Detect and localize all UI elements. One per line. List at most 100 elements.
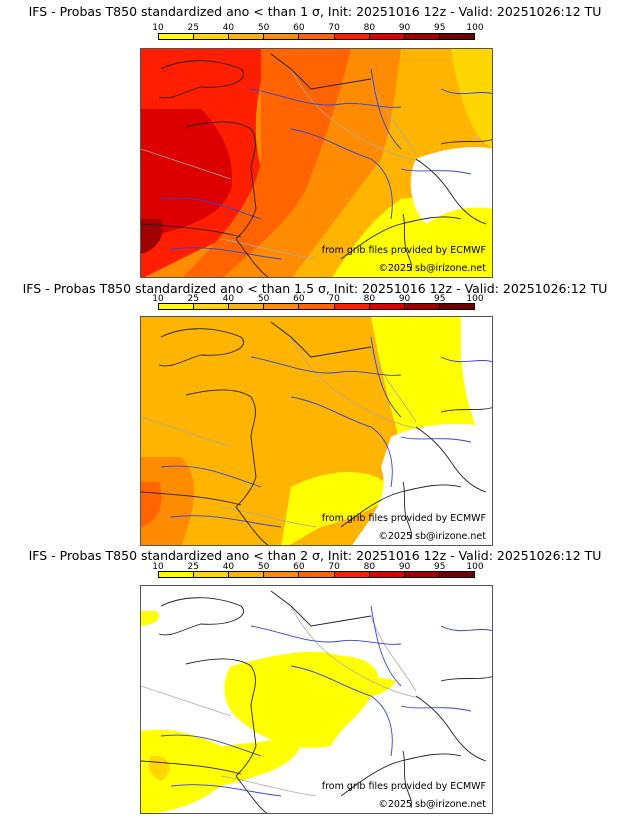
- colorbar-tick-label: 95: [434, 23, 446, 33]
- river-line: [440, 625, 492, 632]
- coastline: [141, 760, 242, 775]
- colorbar-tick-label: 50: [257, 294, 270, 304]
- coastline: [440, 407, 492, 413]
- field-region: [141, 219, 163, 254]
- river-line: [290, 396, 393, 488]
- colorbar-tick-label: 50: [257, 23, 270, 33]
- colorbar-segment: [334, 304, 370, 309]
- map-panel-2: from grib files provided by ECMWF ©2025 …: [140, 316, 493, 546]
- river-line: [170, 247, 282, 260]
- colorbar-tick-label: 100: [466, 562, 484, 572]
- coastline: [158, 328, 244, 367]
- colorbar-tick-label: 90: [398, 294, 411, 304]
- colorbar-segment: [439, 572, 474, 577]
- river-line: [250, 88, 402, 108]
- colorbar-ticks-1: 10 25 40 50 60 70 80 90 95 100: [152, 23, 483, 33]
- map-panel-1: from grib files provided by ECMWF ©2025 …: [140, 48, 493, 278]
- river-line: [400, 436, 472, 443]
- coastline: [402, 750, 412, 809]
- coastline: [415, 158, 487, 225]
- border-line: [141, 416, 232, 448]
- coastline: [402, 481, 412, 540]
- border-line: [290, 68, 422, 162]
- colorbar-3: [158, 571, 475, 578]
- river-line: [290, 665, 393, 757]
- colorbar-segment: [369, 34, 405, 39]
- map-title-3: IFS - Probas T850 standardized ano < tha…: [28, 548, 602, 563]
- field-region: [182, 49, 351, 277]
- coastline: [235, 506, 269, 545]
- colorbar-segment: [299, 572, 335, 577]
- colorbar-tick-label: 25: [187, 562, 199, 572]
- field-region: [141, 457, 195, 545]
- colorbar-tick-label: 70: [328, 23, 340, 33]
- river-line: [250, 625, 402, 645]
- coastline: [270, 590, 372, 627]
- coastline: [235, 238, 269, 277]
- colorbar-segment: [404, 572, 440, 577]
- colorbar-tick-label: 100: [466, 294, 484, 304]
- colorbar-segment: [159, 34, 195, 39]
- river-line: [370, 68, 402, 150]
- colorbar-tick-label: 90: [398, 562, 411, 572]
- coastline: [235, 775, 268, 813]
- colorbar-segment: [229, 304, 265, 309]
- coastline: [185, 658, 257, 777]
- colorbar-segment: [404, 34, 440, 39]
- coastline: [185, 121, 257, 240]
- colorbar-segment: [299, 304, 335, 309]
- river-line: [440, 88, 492, 95]
- field-region: [281, 472, 391, 545]
- field-region: [332, 196, 492, 277]
- river-line: [400, 705, 472, 712]
- river-line: [160, 197, 262, 220]
- colorbar-segment: [194, 572, 230, 577]
- border-line: [290, 605, 422, 699]
- border-line: [220, 775, 317, 797]
- colorbar-1: [158, 33, 475, 40]
- colorbar-tick-label: 40: [222, 294, 235, 304]
- coastline: [340, 484, 462, 528]
- coastline: [402, 213, 412, 272]
- colorbar-tick-label: 25: [187, 23, 199, 33]
- field-region: [451, 49, 492, 149]
- colorbar-tick-label: 10: [152, 23, 164, 33]
- map-title-1: IFS - Probas T850 standardized ano < tha…: [28, 4, 602, 19]
- field-region: [141, 611, 160, 626]
- border-line: [220, 238, 317, 260]
- colorbar-segment: [369, 304, 405, 309]
- river-line: [290, 128, 393, 220]
- river-line: [370, 336, 402, 418]
- probability-map-2: [141, 317, 492, 545]
- river-line: [160, 734, 262, 757]
- colorbar-segment: [439, 304, 474, 309]
- colorbar-segment: [369, 572, 405, 577]
- colorbar-tick-label: 60: [293, 23, 305, 33]
- no-data-region: [461, 317, 492, 446]
- colorbar-ticks-2: 10 25 40 50 60 70 80 90 95 100: [152, 294, 483, 304]
- river-line: [370, 605, 402, 687]
- colorbar-2: [158, 303, 475, 310]
- coastline: [415, 695, 487, 762]
- map-panel-3: from grib files provided by ECMWF ©2025 …: [140, 585, 493, 814]
- colorbar-segment: [264, 304, 300, 309]
- colorbar-tick-label: 95: [434, 294, 446, 304]
- coastline: [270, 53, 372, 90]
- colorbar-tick-label: 25: [187, 294, 199, 304]
- copyright-credit: ©2025 sb@irizone.net: [378, 531, 486, 542]
- colorbar-tick-label: 80: [363, 562, 376, 572]
- no-data-region: [352, 424, 492, 545]
- field-region: [141, 109, 232, 239]
- colorbar-segment: [194, 34, 230, 39]
- coastline: [270, 321, 372, 358]
- colorbar-tick-label: 10: [152, 562, 164, 572]
- colorbar-tick-label: 70: [328, 294, 340, 304]
- field-region: [292, 49, 492, 277]
- colorbar-tick-label: 80: [363, 294, 376, 304]
- colorbar-tick-label: 40: [222, 562, 235, 572]
- river-line: [400, 168, 472, 175]
- border-line: [220, 506, 317, 528]
- river-line: [250, 356, 402, 376]
- coastline: [415, 426, 487, 493]
- river-line: [160, 465, 262, 488]
